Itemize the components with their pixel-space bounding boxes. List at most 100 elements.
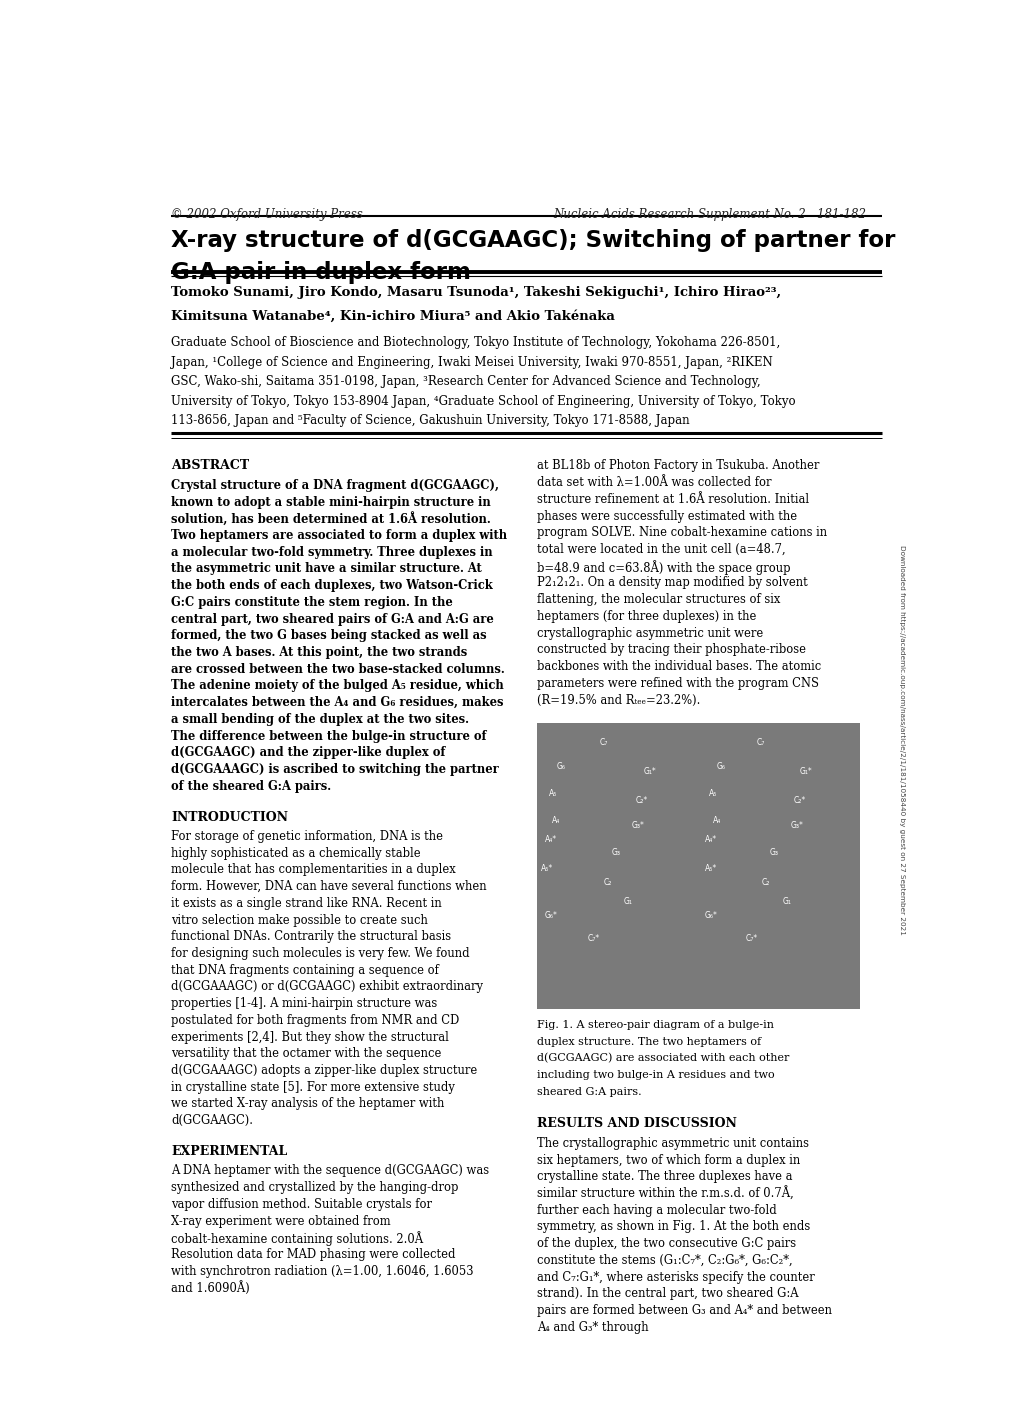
Text: G₁: G₁ — [782, 897, 791, 905]
Text: are crossed between the two base-stacked columns.: are crossed between the two base-stacked… — [171, 663, 504, 675]
Text: in crystalline state [5]. For more extensive study: in crystalline state [5]. For more exten… — [171, 1080, 454, 1094]
Text: a molecular two-fold symmetry. Three duplexes in: a molecular two-fold symmetry. Three dup… — [171, 545, 492, 559]
Text: G₆: G₆ — [716, 762, 726, 771]
Text: 113-8656, Japan and ⁵Faculty of Science, Gakushuin University, Tokyo 171-8588, J: 113-8656, Japan and ⁵Faculty of Science,… — [171, 415, 689, 427]
Text: form. However, DNA can have several functions when: form. However, DNA can have several func… — [171, 880, 486, 892]
Text: P2₁2₁2₁. On a density map modified by solvent: P2₁2₁2₁. On a density map modified by so… — [536, 576, 807, 590]
Text: A₅*: A₅* — [704, 864, 716, 873]
Text: including two bulge-in A residues and two: including two bulge-in A residues and tw… — [536, 1070, 773, 1080]
Text: experiments [2,4]. But they show the structural: experiments [2,4]. But they show the str… — [171, 1031, 448, 1044]
Text: G₆: G₆ — [555, 762, 565, 771]
Text: Kimitsuna Watanabe⁴, Kin-ichiro Miura⁵ and Akio Takénaka: Kimitsuna Watanabe⁴, Kin-ichiro Miura⁵ a… — [171, 310, 614, 322]
Text: A₅: A₅ — [708, 789, 716, 797]
Text: vapor diffusion method. Suitable crystals for: vapor diffusion method. Suitable crystal… — [171, 1198, 432, 1210]
Text: postulated for both fragments from NMR and CD: postulated for both fragments from NMR a… — [171, 1014, 459, 1027]
Text: further each having a molecular two-fold: further each having a molecular two-fold — [536, 1203, 775, 1216]
Text: formed, the two G bases being stacked as well as: formed, the two G bases being stacked as… — [171, 629, 486, 642]
Text: similar structure within the r.m.s.d. of 0.7Å,: similar structure within the r.m.s.d. of… — [536, 1187, 793, 1201]
Text: Fig. 1. A stereo-pair diagram of a bulge-in: Fig. 1. A stereo-pair diagram of a bulge… — [536, 1020, 772, 1030]
Text: The crystallographic asymmetric unit contains: The crystallographic asymmetric unit con… — [536, 1136, 808, 1150]
Text: molecule that has complementarities in a duplex: molecule that has complementarities in a… — [171, 863, 455, 877]
Text: we started X-ray analysis of the heptamer with: we started X-ray analysis of the heptame… — [171, 1097, 444, 1111]
Text: program SOLVE. Nine cobalt-hexamine cations in: program SOLVE. Nine cobalt-hexamine cati… — [536, 527, 825, 539]
Text: a small bending of the duplex at the two sites.: a small bending of the duplex at the two… — [171, 713, 469, 726]
Text: Nucleic Acids Research Supplement No. 2   181-182: Nucleic Acids Research Supplement No. 2 … — [553, 207, 866, 221]
Text: ABSTRACT: ABSTRACT — [171, 460, 249, 472]
Text: A₄: A₄ — [712, 815, 720, 825]
Text: total were located in the unit cell (a=48.7,: total were located in the unit cell (a=4… — [536, 544, 785, 556]
Text: for designing such molecules is very few. We found: for designing such molecules is very few… — [171, 947, 469, 960]
Text: C₇: C₇ — [755, 738, 764, 747]
Text: the both ends of each duplexes, two Watson-Crick: the both ends of each duplexes, two Wats… — [171, 579, 492, 593]
Text: and 1.6090Å): and 1.6090Å) — [171, 1282, 250, 1296]
Text: properties [1-4]. A mini-hairpin structure was: properties [1-4]. A mini-hairpin structu… — [171, 998, 437, 1010]
Text: d(GCGAAGC).: d(GCGAAGC). — [171, 1114, 253, 1128]
Text: GSC, Wako-shi, Saitama 351-0198, Japan, ³Research Center for Advanced Science an: GSC, Wako-shi, Saitama 351-0198, Japan, … — [171, 375, 760, 388]
Text: G₁*: G₁* — [643, 768, 655, 776]
Text: d(GCGAAGC) are associated with each other: d(GCGAAGC) are associated with each othe… — [536, 1054, 788, 1063]
Text: G₃*: G₃* — [631, 821, 644, 831]
Text: and C₇:G₁*, where asterisks specify the counter: and C₇:G₁*, where asterisks specify the … — [536, 1271, 813, 1283]
Text: Two heptamers are associated to form a duplex with: Two heptamers are associated to form a d… — [171, 530, 506, 542]
Text: C₂: C₂ — [761, 878, 769, 887]
Text: G:A pair in duplex form: G:A pair in duplex form — [171, 261, 471, 284]
Text: duplex structure. The two heptamers of: duplex structure. The two heptamers of — [536, 1037, 760, 1047]
Text: G₃: G₃ — [769, 848, 777, 857]
Text: of the duplex, the two consecutive G:C pairs: of the duplex, the two consecutive G:C p… — [536, 1237, 795, 1250]
Text: (R=19.5% and Rₜₑₑ=23.2%).: (R=19.5% and Rₜₑₑ=23.2%). — [536, 693, 699, 706]
Text: central part, two sheared pairs of G:A and A:G are: central part, two sheared pairs of G:A a… — [171, 612, 493, 626]
Text: C₇*: C₇* — [745, 934, 757, 943]
Text: C₇: C₇ — [599, 738, 607, 747]
Text: C₇*: C₇* — [587, 934, 599, 943]
Bar — [536, 723, 859, 1009]
Text: For storage of genetic information, DNA is the: For storage of genetic information, DNA … — [171, 829, 442, 843]
Text: G₆*: G₆* — [704, 911, 717, 919]
Text: vitro selection make possible to create such: vitro selection make possible to create … — [171, 913, 427, 926]
Text: A₄ and G₃* through: A₄ and G₃* through — [536, 1321, 647, 1334]
Text: University of Tokyo, Tokyo 153-8904 Japan, ⁴Graduate School of Engineering, Univ: University of Tokyo, Tokyo 153-8904 Japa… — [171, 395, 795, 408]
Text: Resolution data for MAD phasing were collected: Resolution data for MAD phasing were col… — [171, 1248, 455, 1261]
Text: The difference between the bulge-in structure of: The difference between the bulge-in stru… — [171, 730, 486, 743]
Text: The adenine moiety of the bulged A₅ residue, which: The adenine moiety of the bulged A₅ resi… — [171, 679, 503, 692]
Text: heptamers (for three duplexes) in the: heptamers (for three duplexes) in the — [536, 609, 755, 623]
Text: INTRODUCTION: INTRODUCTION — [171, 811, 287, 824]
Text: A₅*: A₅* — [540, 864, 552, 873]
Text: six heptamers, two of which form a duplex in: six heptamers, two of which form a duple… — [536, 1153, 799, 1167]
Text: parameters were refined with the program CNS: parameters were refined with the program… — [536, 677, 818, 689]
Text: flattening, the molecular structures of six: flattening, the molecular structures of … — [536, 593, 780, 607]
Text: C₂*: C₂* — [635, 796, 647, 806]
Text: the asymmetric unit have a similar structure. At: the asymmetric unit have a similar struc… — [171, 562, 481, 576]
Text: structure refinement at 1.6Å resolution. Initial: structure refinement at 1.6Å resolution.… — [536, 493, 808, 506]
Text: highly sophisticated as a chemically stable: highly sophisticated as a chemically sta… — [171, 846, 420, 860]
Text: constructed by tracing their phosphate-ribose: constructed by tracing their phosphate-r… — [536, 643, 805, 656]
Text: A₄*: A₄* — [544, 835, 556, 845]
Text: A DNA heptamer with the sequence d(GCGAAGC) was: A DNA heptamer with the sequence d(GCGAA… — [171, 1164, 489, 1177]
Text: at BL18b of Photon Factory in Tsukuba. Another: at BL18b of Photon Factory in Tsukuba. A… — [536, 460, 818, 472]
Text: b=48.9 and c=63.8Å) with the space group: b=48.9 and c=63.8Å) with the space group — [536, 560, 790, 574]
Text: it exists as a single strand like RNA. Recent in: it exists as a single strand like RNA. R… — [171, 897, 441, 909]
Text: solution, has been determined at 1.6Å resolution.: solution, has been determined at 1.6Å re… — [171, 513, 490, 527]
Text: constitute the stems (G₁:C₇*, C₂:G₆*, G₆:C₂*,: constitute the stems (G₁:C₇*, C₂:G₆*, G₆… — [536, 1254, 792, 1267]
Text: Downloaded from https://academic.oup.com/nass/article/2/1/181/1058440 by guest o: Downloaded from https://academic.oup.com… — [899, 545, 904, 934]
Text: X-ray structure of d(GCGAAGC); Switching of partner for: X-ray structure of d(GCGAAGC); Switching… — [171, 228, 895, 252]
Text: d(GCGAAAGC) is ascribed to switching the partner: d(GCGAAAGC) is ascribed to switching the… — [171, 764, 498, 776]
Text: strand). In the central part, two sheared G:A: strand). In the central part, two sheare… — [536, 1288, 797, 1300]
Text: symmetry, as shown in Fig. 1. At the both ends: symmetry, as shown in Fig. 1. At the bot… — [536, 1220, 809, 1233]
Text: G:C pairs constitute the stem region. In the: G:C pairs constitute the stem region. In… — [171, 595, 452, 609]
Text: G₁: G₁ — [623, 897, 632, 905]
Text: phases were successfully estimated with the: phases were successfully estimated with … — [536, 510, 796, 523]
Text: Graduate School of Bioscience and Biotechnology, Tokyo Institute of Technology, : Graduate School of Bioscience and Biotec… — [171, 336, 780, 349]
Text: functional DNAs. Contrarily the structural basis: functional DNAs. Contrarily the structur… — [171, 930, 450, 943]
Text: that DNA fragments containing a sequence of: that DNA fragments containing a sequence… — [171, 964, 438, 976]
Text: C₂: C₂ — [603, 878, 611, 887]
Text: cobalt-hexamine containing solutions. 2.0Å: cobalt-hexamine containing solutions. 2.… — [171, 1231, 423, 1245]
Text: Japan, ¹College of Science and Engineering, Iwaki Meisei University, Iwaki 970-8: Japan, ¹College of Science and Engineeri… — [171, 356, 772, 368]
Text: C₂*: C₂* — [793, 796, 805, 806]
Text: G₃*: G₃* — [790, 821, 802, 831]
Text: of the sheared G:A pairs.: of the sheared G:A pairs. — [171, 780, 331, 793]
Text: © 2002 Oxford University Press: © 2002 Oxford University Press — [171, 207, 363, 221]
Text: crystalline state. The three duplexes have a: crystalline state. The three duplexes ha… — [536, 1170, 792, 1184]
Text: data set with λ=1.00Å was collected for: data set with λ=1.00Å was collected for — [536, 476, 770, 489]
Text: intercalates between the A₄ and G₆ residues, makes: intercalates between the A₄ and G₆ resid… — [171, 696, 503, 709]
Text: backbones with the individual bases. The atomic: backbones with the individual bases. The… — [536, 660, 820, 672]
